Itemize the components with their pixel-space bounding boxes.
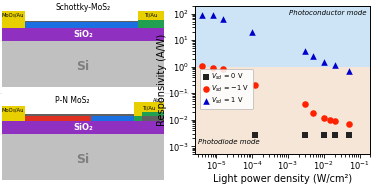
- $V_{sd}$ = 1 V: [310, 55, 316, 58]
- $V_{sd}$ = 1 V: [332, 63, 338, 66]
- Text: SiO₂: SiO₂: [73, 30, 93, 39]
- Text: P-N MoS₂: P-N MoS₂: [54, 96, 89, 105]
- Text: MoO₃/Au: MoO₃/Au: [2, 107, 25, 112]
- $V_{sd}$ = 1 V: [302, 49, 308, 52]
- $V_{sd}$ = 1 V: [249, 31, 255, 34]
- Text: Si: Si: [77, 153, 90, 166]
- Bar: [2, 11, 25, 28]
- Bar: [134, 102, 142, 121]
- $V_{sd}$ = 0 V: [302, 133, 308, 136]
- Bar: [91, 116, 138, 121]
- $V_{sd}$ = 0 V: [321, 133, 327, 136]
- Bar: [2, 41, 164, 87]
- $V_{sd}$ = −1 V: [327, 118, 333, 121]
- $V_{sd}$ = −1 V: [199, 64, 205, 67]
- Bar: [2, 6, 164, 87]
- $V_{sd}$ = 1 V: [199, 13, 205, 16]
- Text: SiO₂: SiO₂: [73, 123, 93, 132]
- Bar: [25, 22, 138, 28]
- Bar: [2, 106, 25, 121]
- $V_{sd}$ = −1 V: [210, 66, 216, 69]
- Bar: [138, 20, 164, 28]
- $V_{sd}$ = 0 V: [346, 133, 352, 136]
- Y-axis label: Responsivity (A/W): Responsivity (A/W): [157, 34, 167, 126]
- $V_{sd}$ = −1 V: [310, 112, 316, 115]
- Bar: [2, 121, 164, 134]
- Bar: [2, 28, 164, 41]
- Text: MoO₃/Au: MoO₃/Au: [2, 12, 25, 17]
- Text: Ti/Au: Ti/Au: [143, 105, 156, 110]
- Bar: [134, 102, 164, 116]
- $V_{sd}$ = 0 V: [252, 133, 258, 136]
- Bar: [2, 134, 164, 180]
- Bar: [2, 114, 164, 121]
- Legend: $V_{sd}$ = 0 V, $V_{sd}$ = −1 V, $V_{sd}$ = 1 V: $V_{sd}$ = 0 V, $V_{sd}$ = −1 V, $V_{sd}…: [200, 69, 253, 109]
- Bar: [142, 112, 164, 116]
- Text: Si: Si: [77, 60, 90, 73]
- $V_{sd}$ = 1 V: [321, 60, 327, 63]
- $V_{sd}$ = 1 V: [210, 14, 216, 17]
- $V_{sd}$ = −1 V: [302, 102, 308, 105]
- X-axis label: Light power density (W/cm²): Light power density (W/cm²): [213, 174, 352, 184]
- $V_{sd}$ = 1 V: [220, 18, 226, 21]
- Bar: [2, 93, 164, 180]
- Text: Al₂O₃: Al₂O₃: [153, 98, 165, 103]
- Bar: [195, 67, 370, 154]
- Bar: [2, 21, 164, 28]
- $V_{sd}$ = 0 V: [332, 133, 338, 136]
- $V_{sd}$ = 1 V: [346, 69, 352, 72]
- $V_{sd}$ = −1 V: [332, 120, 338, 123]
- $V_{sd}$ = −1 V: [220, 67, 226, 70]
- Text: Ti/Au: Ti/Au: [144, 12, 158, 17]
- $V_{sd}$ = −1 V: [321, 116, 327, 119]
- Text: Photoconductor mode: Photoconductor mode: [290, 10, 367, 16]
- Text: Schottky-MoS₂: Schottky-MoS₂: [56, 3, 111, 12]
- $V_{sd}$ = −1 V: [252, 84, 258, 87]
- Text: Photodiode mode: Photodiode mode: [198, 140, 260, 145]
- Bar: [25, 116, 91, 121]
- $V_{sd}$ = −1 V: [346, 122, 352, 125]
- Bar: [138, 11, 164, 20]
